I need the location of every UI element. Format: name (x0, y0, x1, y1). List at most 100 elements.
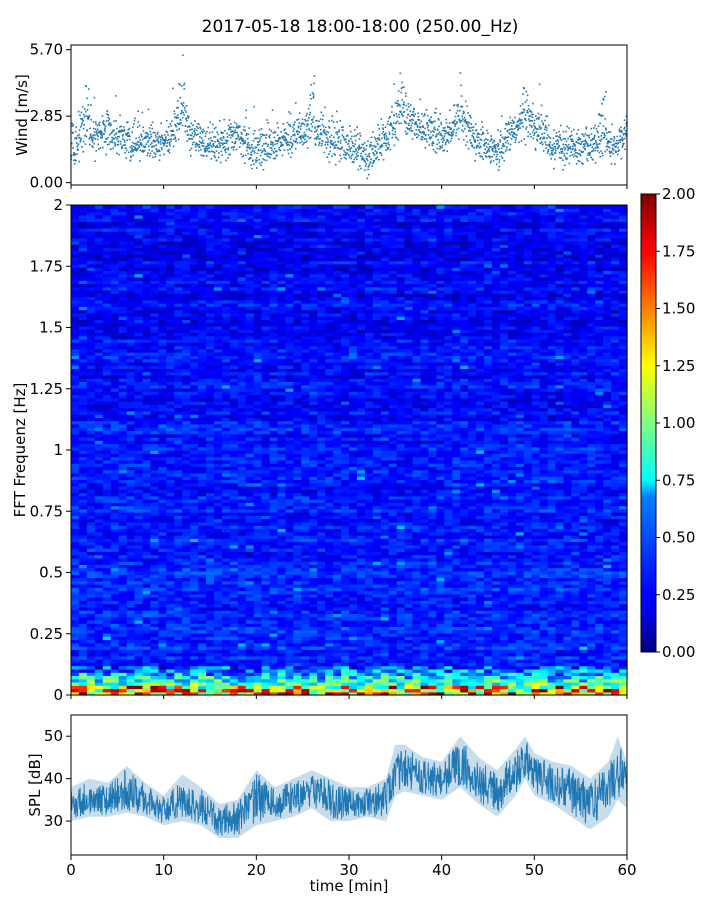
wind-point (352, 142, 354, 145)
spectrogram-cell (468, 668, 477, 673)
wind-point (254, 159, 257, 161)
wind-point (265, 159, 268, 162)
wind-point (214, 136, 217, 138)
wind-point (590, 133, 593, 135)
wind-point (140, 144, 143, 147)
wind-point (606, 148, 608, 151)
wind-point (359, 165, 361, 167)
spectrogram-cell (539, 597, 549, 601)
spectrogram-cell (611, 587, 620, 592)
spectrogram-cell (468, 613, 477, 618)
spectrogram-cell (182, 583, 191, 588)
spectrogram-cell (214, 580, 223, 585)
spectrogram-cell (539, 593, 549, 598)
spectrogram-cell (372, 597, 382, 601)
spectrogram-cell (611, 623, 620, 627)
wind-point (385, 135, 388, 137)
wind-point (91, 145, 93, 147)
wind-point (452, 122, 455, 125)
wind-point (291, 142, 294, 145)
wind-point (379, 152, 381, 154)
wind-point (370, 136, 373, 139)
wind-point (260, 149, 262, 152)
spectrogram-cell (539, 659, 549, 663)
wind-point (288, 144, 291, 147)
wind-point (331, 115, 334, 117)
spectrogram-cell (539, 603, 549, 608)
spectrogram-cell (611, 600, 620, 605)
spectrogram-cell (253, 597, 263, 601)
wind-point (603, 132, 605, 134)
wind-point (390, 122, 392, 125)
wind-point (194, 120, 196, 122)
wind-point (177, 138, 180, 141)
spectrogram-cell (579, 659, 588, 663)
spectrogram-cell (118, 646, 128, 650)
spectrogram-cell (476, 646, 485, 650)
spectrogram-cell (277, 626, 286, 631)
wind-point (475, 129, 478, 131)
spectrogram-cell (372, 649, 382, 654)
spectrogram-cell (102, 577, 112, 582)
wind-point (151, 142, 153, 144)
spectrogram-cell (110, 675, 120, 680)
wind-point (236, 125, 238, 128)
wind-point (265, 136, 267, 139)
wind-point (259, 137, 261, 140)
wind-point (237, 133, 239, 136)
spectrogram-cell (349, 681, 358, 686)
spectrogram-cell (142, 613, 151, 618)
wind-point (233, 132, 235, 135)
wind-point (121, 147, 123, 149)
wind-point (600, 114, 602, 116)
wind-point (468, 129, 470, 132)
wind-point (549, 137, 552, 139)
wind-point (572, 147, 574, 150)
wind-point (249, 147, 251, 149)
wind-point (206, 143, 209, 145)
wind-point (85, 135, 88, 138)
wind-point (167, 134, 169, 136)
spectrogram-cell (198, 597, 207, 601)
spectrogram-cell (436, 623, 445, 627)
spectrogram-cell (110, 603, 120, 608)
wind-point (334, 146, 337, 149)
wind-point (250, 157, 252, 159)
wind-point (430, 120, 432, 123)
spectrogram-cell (460, 665, 469, 670)
spectrogram-cell (388, 681, 398, 686)
spectrogram-cell (229, 688, 239, 693)
spectrogram-cell (619, 610, 628, 614)
wind-point (406, 108, 409, 111)
wind-point (128, 138, 131, 141)
spectrogram-cell (71, 646, 80, 650)
spectrogram-cell (547, 662, 557, 667)
wind-point (394, 102, 397, 104)
wind-point (354, 156, 357, 159)
spectrogram-cell (237, 668, 247, 673)
spectrogram-cell (547, 655, 557, 660)
wind-point (333, 145, 336, 147)
spectrogram-cell (507, 685, 517, 690)
spectrogram-cell (78, 688, 88, 693)
wind-point (494, 151, 496, 153)
wind-point (106, 143, 109, 146)
spectrogram-cell (166, 597, 175, 601)
spectrogram-cell (428, 632, 437, 637)
wind-point (73, 152, 75, 154)
wind-point (402, 107, 404, 109)
spectrogram-cell (571, 662, 580, 667)
wind-point (325, 147, 328, 149)
spectrogram-cell (182, 675, 191, 680)
spectrogram-cell (484, 583, 493, 588)
wind-point (547, 149, 550, 151)
spectrogram-cell (364, 623, 374, 627)
spectrogram-cell (388, 597, 398, 601)
spectrogram-cell (603, 685, 612, 690)
wind-point (137, 121, 140, 123)
spectrogram-cell (198, 616, 207, 621)
spectrogram-cell (118, 613, 128, 618)
spectrogram-cell (595, 662, 604, 667)
spectrogram-cell (523, 685, 533, 690)
spectrogram-cell (317, 590, 326, 595)
